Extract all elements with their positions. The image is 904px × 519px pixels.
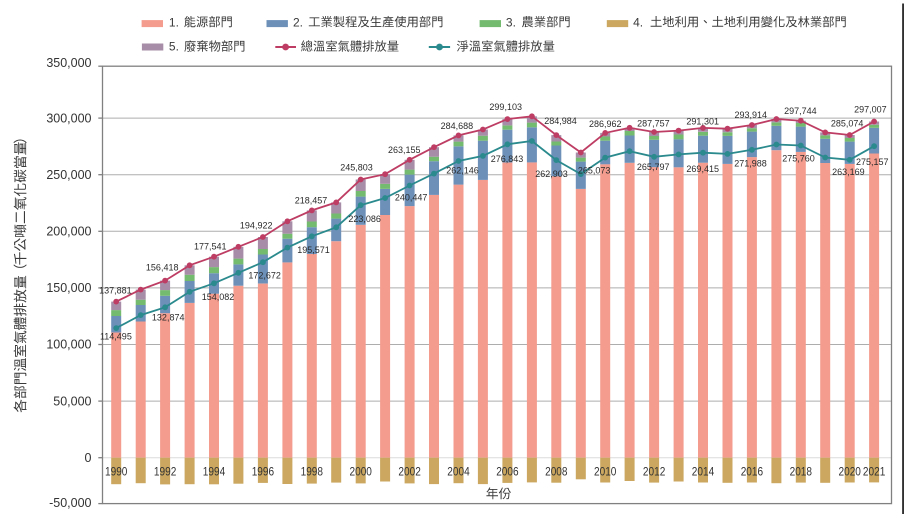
svg-text:1996: 1996 — [252, 466, 274, 479]
svg-text:100,000: 100,000 — [46, 338, 91, 352]
svg-text:265,073: 265,073 — [578, 165, 611, 175]
svg-text:287,757: 287,757 — [637, 119, 670, 129]
svg-text:1990: 1990 — [105, 466, 127, 479]
svg-text:150,000: 150,000 — [46, 281, 91, 295]
svg-text:2002: 2002 — [398, 466, 420, 479]
svg-text:3.: 3. — [506, 15, 516, 29]
svg-text:223,086: 223,086 — [348, 214, 381, 224]
svg-text:4.: 4. — [633, 15, 643, 29]
svg-text:177,541: 177,541 — [194, 242, 227, 252]
svg-text:293,914: 293,914 — [735, 110, 768, 120]
svg-text:172,672: 172,672 — [248, 271, 281, 281]
svg-text:297,007: 297,007 — [854, 105, 887, 115]
svg-text:5.: 5. — [169, 40, 179, 54]
svg-text:1.: 1. — [169, 15, 179, 29]
svg-text:194,922: 194,922 — [240, 220, 273, 230]
svg-text:2016: 2016 — [741, 466, 763, 479]
svg-text:1998: 1998 — [301, 466, 323, 479]
svg-text:240,447: 240,447 — [395, 193, 428, 203]
svg-text:2008: 2008 — [545, 466, 567, 479]
svg-text:195,571: 195,571 — [297, 245, 330, 255]
svg-text:299,103: 299,103 — [489, 102, 522, 112]
svg-text:262,146: 262,146 — [446, 165, 479, 175]
svg-text:245,803: 245,803 — [340, 163, 373, 173]
svg-text:137,881: 137,881 — [99, 286, 132, 296]
svg-text:2.: 2. — [293, 15, 303, 29]
svg-text:2006: 2006 — [496, 466, 518, 479]
svg-text:285,074: 285,074 — [831, 119, 864, 129]
svg-text:2020: 2020 — [838, 466, 860, 479]
svg-text:284,984: 284,984 — [544, 116, 577, 126]
svg-text:2004: 2004 — [447, 466, 469, 479]
svg-text:297,744: 297,744 — [784, 106, 817, 116]
svg-text:1994: 1994 — [203, 466, 225, 479]
svg-text:2018: 2018 — [790, 466, 812, 479]
svg-text:1992: 1992 — [154, 466, 176, 479]
svg-text:250,000: 250,000 — [46, 168, 91, 182]
svg-text:271,988: 271,988 — [734, 159, 767, 169]
svg-text:262,903: 262,903 — [535, 169, 568, 179]
svg-text:0: 0 — [85, 451, 92, 465]
svg-text:284,688: 284,688 — [441, 121, 474, 131]
svg-text:2010: 2010 — [594, 466, 616, 479]
svg-text:2012: 2012 — [643, 466, 665, 479]
svg-text:263,155: 263,155 — [388, 145, 421, 155]
svg-text:291,301: 291,301 — [686, 117, 719, 127]
svg-text:263,169: 263,169 — [832, 167, 865, 177]
svg-text:300,000: 300,000 — [46, 111, 91, 125]
svg-text:132,874: 132,874 — [152, 313, 185, 323]
svg-text:276,843: 276,843 — [491, 154, 524, 164]
svg-text:156,418: 156,418 — [146, 262, 179, 272]
svg-text:269,415: 269,415 — [686, 164, 719, 174]
svg-text:154,082: 154,082 — [202, 292, 235, 302]
svg-text:286,962: 286,962 — [589, 119, 622, 129]
svg-text:200,000: 200,000 — [46, 225, 91, 239]
svg-text:275,760: 275,760 — [782, 153, 815, 163]
svg-text:50,000: 50,000 — [53, 394, 91, 408]
svg-text:2014: 2014 — [692, 466, 714, 479]
svg-text:275,157: 275,157 — [856, 157, 889, 167]
svg-text:350,000: 350,000 — [46, 56, 91, 70]
svg-text:114,495: 114,495 — [100, 332, 132, 342]
svg-text:265,797: 265,797 — [637, 162, 670, 172]
svg-text:218,457: 218,457 — [295, 196, 328, 206]
svg-text:2000: 2000 — [349, 466, 371, 479]
svg-text:-50,000: -50,000 — [49, 496, 91, 510]
svg-text:2021: 2021 — [863, 466, 885, 479]
